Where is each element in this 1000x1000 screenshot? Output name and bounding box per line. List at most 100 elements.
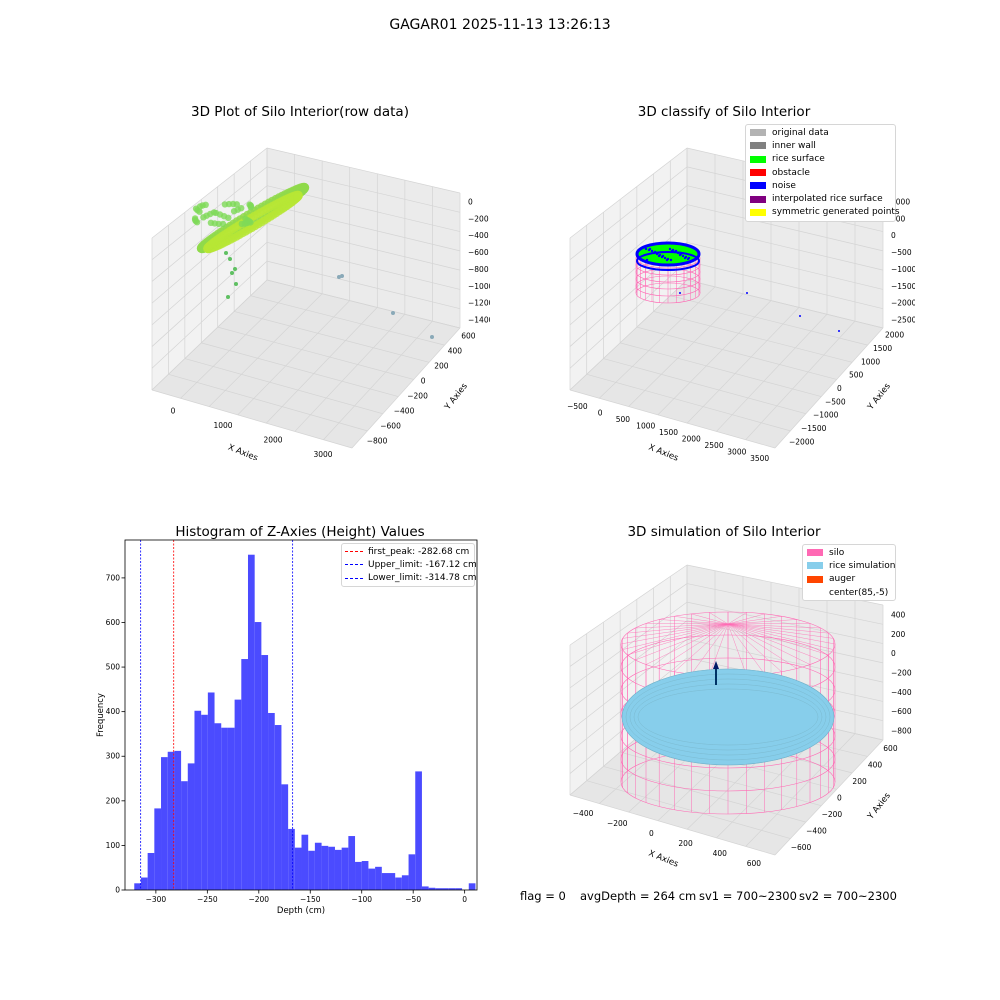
cls-noise-point bbox=[666, 257, 670, 261]
sim-x-tick-label: −400 bbox=[573, 809, 594, 818]
cls-grid-line bbox=[599, 286, 716, 399]
raw-z-tick-label: −600 bbox=[468, 248, 489, 257]
legend-swatch bbox=[750, 129, 766, 137]
sim-silo-roof-line bbox=[709, 623, 729, 676]
raw-data-point bbox=[196, 203, 204, 210]
histogram-bar bbox=[421, 886, 429, 890]
sim-y-tick-label: 0 bbox=[837, 794, 842, 803]
y-axis-label: Frequency bbox=[96, 693, 106, 737]
cls-noise-point bbox=[671, 248, 675, 252]
sim-silo-roof-line bbox=[727, 623, 782, 672]
cls-grid-line bbox=[569, 260, 688, 369]
sim-silo-roof-line bbox=[674, 623, 729, 672]
cls-grid-line bbox=[569, 166, 688, 260]
raw-data-point bbox=[299, 185, 309, 194]
sim-auger-tip bbox=[713, 661, 719, 669]
sim-z-tick-label: −400 bbox=[891, 688, 912, 697]
histogram-bar bbox=[261, 655, 269, 890]
cls-grid-line bbox=[569, 279, 688, 391]
cls-noise-point bbox=[653, 250, 657, 254]
histogram-bar bbox=[281, 784, 289, 890]
cls-z-tick-label: −500 bbox=[891, 248, 912, 257]
histogram-bar bbox=[435, 888, 443, 890]
sv1-text: sv1 = 700~2300 bbox=[699, 889, 797, 903]
sim-silo-roof-line bbox=[627, 623, 729, 634]
raw-grid-line bbox=[266, 241, 461, 290]
legend-entry: center(85,-5) bbox=[803, 586, 895, 599]
legend-entry: symmetric generated points bbox=[746, 206, 900, 219]
legend-swatch bbox=[807, 549, 823, 557]
legend-label: rice surface bbox=[772, 154, 825, 165]
raw-grid-line bbox=[217, 326, 414, 380]
sim-y-tick-label: 600 bbox=[883, 744, 898, 753]
raw-y-axis-label: Y Axies bbox=[442, 381, 470, 413]
histogram-bar bbox=[288, 828, 295, 890]
legend-entry: interpolated rice surface bbox=[746, 192, 895, 205]
cls-noise-point bbox=[681, 254, 685, 258]
histogram-bar bbox=[187, 763, 195, 890]
sim-silo-roof-line bbox=[727, 623, 821, 629]
raw-data-point bbox=[238, 220, 245, 228]
histogram-bar bbox=[247, 554, 255, 890]
cls-grid-line bbox=[636, 326, 837, 380]
histogram-bar bbox=[355, 861, 362, 890]
sim-silo-roof-line bbox=[727, 623, 797, 669]
raw-z-tick-label: −1200 bbox=[468, 299, 490, 308]
x-tick-label: −150 bbox=[300, 895, 321, 904]
sim-pane-left bbox=[570, 565, 687, 795]
raw-data-point bbox=[340, 274, 344, 278]
histogram-bar bbox=[134, 883, 141, 890]
cls-grid-line bbox=[686, 279, 884, 329]
histogram-bar bbox=[468, 883, 476, 890]
sim-grid-line bbox=[586, 780, 791, 839]
cls-y-tick-label: 0 bbox=[837, 384, 842, 393]
legend-label: rice simulation bbox=[829, 560, 896, 571]
sim-silo-roof-line bbox=[635, 623, 729, 661]
sim-silo-roof-line bbox=[674, 616, 729, 625]
sim-silo-roof-line bbox=[635, 623, 729, 629]
raw-grid-line bbox=[168, 373, 368, 432]
histogram-bar bbox=[408, 854, 416, 890]
y-tick-label: 0 bbox=[115, 886, 120, 895]
legend-label: center(85,-5) bbox=[829, 587, 889, 598]
sim-silo-roof-line bbox=[691, 623, 729, 675]
legend-entry: obstacle bbox=[746, 166, 895, 179]
sim-x-tick-label: −200 bbox=[607, 819, 628, 828]
raw-x-axis-label: X Axies bbox=[226, 443, 259, 460]
cls-x-tick-label: −500 bbox=[567, 402, 588, 411]
sim-rice-mesh bbox=[625, 673, 831, 761]
sim-grid-line bbox=[686, 583, 884, 625]
cls-x-tick-label: 1500 bbox=[659, 428, 678, 437]
cls-noise-point bbox=[746, 292, 748, 294]
histogram-bar bbox=[194, 710, 202, 890]
sim-z-tick-label: 0 bbox=[891, 649, 896, 658]
histogram-bar bbox=[181, 781, 188, 890]
cls-grid-line bbox=[569, 204, 688, 304]
raw-grid-line bbox=[151, 223, 268, 326]
raw-grid-line bbox=[250, 295, 445, 346]
cls-grid-line bbox=[686, 241, 884, 290]
cls-y-tick-label: −500 bbox=[825, 397, 846, 406]
cls-x-tick-label: 2000 bbox=[682, 434, 701, 443]
histogram-bar bbox=[254, 622, 262, 890]
sim-silo-roof-line bbox=[727, 623, 811, 665]
sim-silo-roof-line bbox=[727, 612, 747, 625]
cls-grid-line bbox=[569, 147, 688, 239]
cls-noise-point bbox=[668, 247, 672, 251]
cls-x-tick-label: 2500 bbox=[705, 441, 724, 450]
cls-noise-point bbox=[658, 253, 662, 257]
x-tick-label: −300 bbox=[146, 895, 167, 904]
histogram-bar bbox=[227, 727, 235, 890]
histogram-bar bbox=[341, 847, 349, 890]
cls-y-axis-label: Y Axies bbox=[865, 381, 893, 413]
sim-y-tick-label: −200 bbox=[822, 810, 843, 819]
x-tick-label: −50 bbox=[405, 895, 421, 904]
sim-silo-roof-line bbox=[691, 613, 729, 625]
histogram-bar bbox=[201, 714, 208, 890]
cls-noise-point bbox=[648, 247, 652, 251]
cls-noise-point bbox=[676, 251, 680, 255]
sim-grid-line bbox=[569, 564, 688, 646]
raw-y-tick-label: −800 bbox=[367, 437, 388, 446]
histogram-bar bbox=[241, 659, 248, 890]
y-tick-label: 600 bbox=[106, 618, 121, 627]
